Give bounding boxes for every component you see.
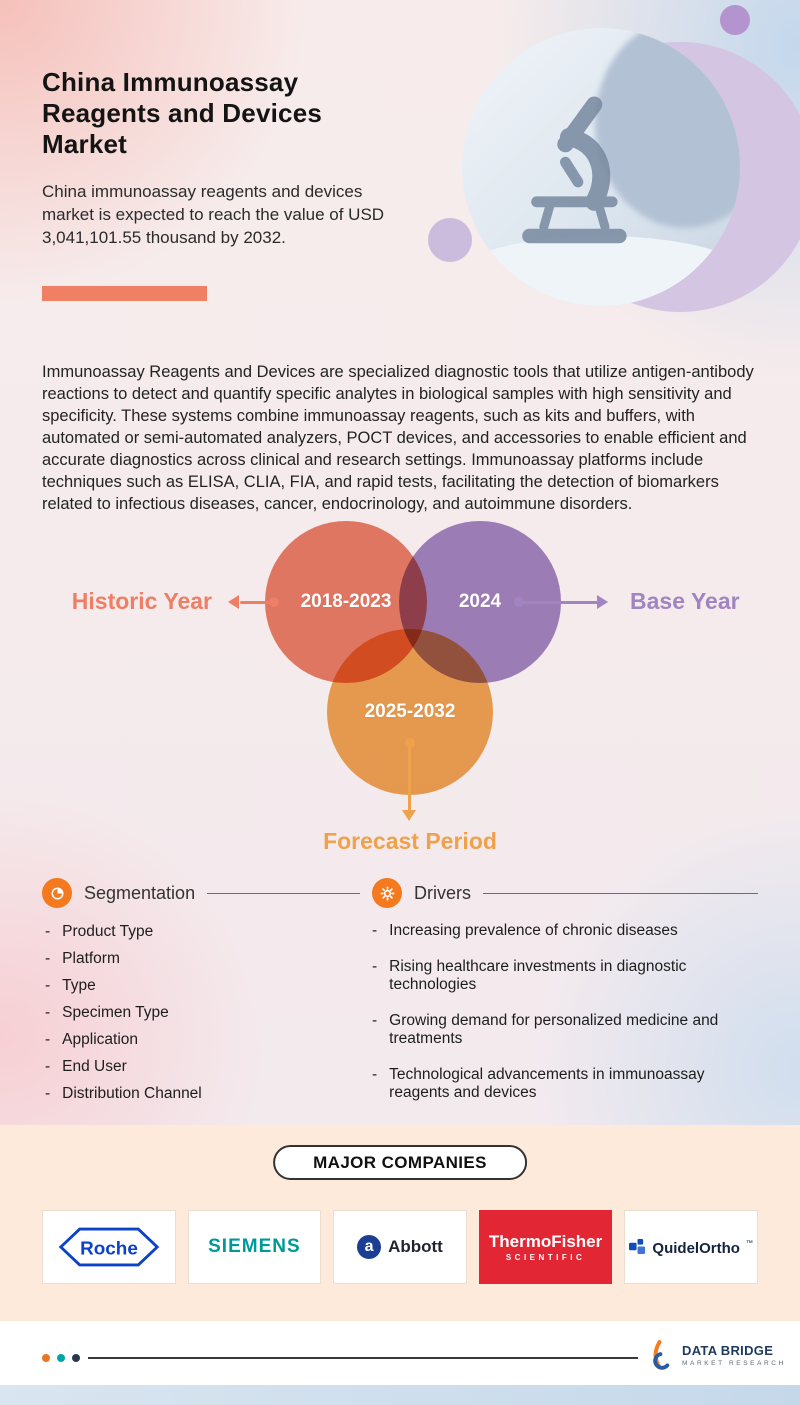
segmentation-item: Application [62,1031,138,1048]
list-item: Platform [45,949,345,968]
databridge-logo: DATA BRIDGE MARKET RESEARCH [650,1340,786,1370]
list-item: Growing demand for personalized medicine… [372,1012,758,1048]
forecast-arrow-line [408,744,411,812]
segmentation-item: Platform [62,950,120,967]
segmentation-item: Specimen Type [62,1004,169,1021]
driver-item: Rising healthcare investments in diagnos… [389,958,687,993]
segmentation-heading: Segmentation [84,882,196,903]
hero-photo-microscope [462,28,740,306]
forecast-arrow-dot [405,738,415,748]
roche-logo: Roche [58,1227,160,1267]
brand-tagline: MARKET RESEARCH [682,1360,786,1367]
driver-item: Technological advancements in immunoassa… [389,1066,705,1101]
title-line: Reagents and Devices [42,98,323,129]
driver-item: Increasing prevalence of chronic disease… [389,922,678,939]
siemens-logo: SIEMENS [208,1236,301,1257]
forecast-arrowhead-icon [402,810,416,821]
company-card-thermofisher: ThermoFisher SCIENTIFIC [478,1210,613,1284]
dot-orange [42,1354,50,1362]
historic-year-label: Historic Year [71,588,212,614]
gear-icon [372,878,402,908]
list-item: Specimen Type [45,1003,345,1022]
company-logo-row: Roche SIEMENS a Abbott ThermoFisher SCIE… [42,1210,758,1284]
scientist-silhouette [595,28,740,228]
trademark-symbol: ™ [745,1239,753,1247]
dot-navy [72,1354,80,1362]
list-item: Application [45,1030,345,1049]
base-arrowhead-icon [597,595,608,609]
databridge-icon [653,1340,670,1370]
microscope-icon [522,96,627,244]
footer-dots [42,1354,80,1362]
list-item: End User [45,1057,345,1076]
drivers-heading: Drivers [414,882,471,903]
historic-arrow-line [240,601,274,604]
base-year-label: Base Year [630,588,740,614]
segmentation-item: End User [62,1058,127,1075]
historic-arrow-dot [269,597,279,607]
list-item: Type [45,976,345,995]
quidelortho-symbol-icon [629,1238,646,1254]
historic-arrowhead-icon [228,595,239,609]
market-description: Immunoassay Reagents and Devices are spe… [42,362,754,513]
abbott-logo: a Abbott [357,1235,443,1259]
forecast-period-label: Forecast Period [323,828,497,854]
driver-item: Growing demand for personalized medicine… [389,1012,719,1047]
forecast-period-value: 2025-2032 [364,701,456,722]
company-card-roche: Roche [42,1210,176,1284]
company-card-quidelortho: QuidelOrtho ™ [624,1210,758,1284]
historic-year-value: 2018-2023 [300,591,392,612]
segmentation-section-header: Segmentation [42,878,360,908]
segmentation-item: Type [62,977,96,994]
list-item: Rising healthcare investments in diagnos… [372,958,758,994]
company-card-siemens: SIEMENS [187,1210,322,1284]
title-line: China Immunoassay [42,67,299,98]
segmentation-item: Product Type [62,923,154,940]
drivers-rule [483,892,758,894]
databridge-wordmark: DATA BRIDGE MARKET RESEARCH [682,1343,786,1367]
thermofisher-scientific-label: SCIENTIFIC [505,1252,586,1262]
deco-circle-lavender-small [428,218,472,262]
thermofisher-logo: ThermoFisher [488,1231,603,1251]
drivers-section-header: Drivers [372,878,758,908]
segmentation-item: Distribution Channel [62,1085,202,1102]
major-companies-badge: MAJOR COMPANIES [273,1145,527,1180]
accent-bar [42,286,207,301]
footer-rule [88,1357,638,1359]
quidelortho-wordmark: QuidelOrtho [652,1239,740,1257]
abbott-symbol-icon: a [357,1235,382,1259]
list-item: Technological advancements in immunoassa… [372,1066,758,1102]
lab-bench-shape [462,236,740,306]
brand-name: DATA BRIDGE [682,1343,774,1358]
base-year-value: 2024 [458,591,502,612]
company-card-abbott: a Abbott [333,1210,467,1284]
segmentation-list: Product Type Platform Type Specimen Type… [45,922,345,1111]
base-arrow-line [521,601,599,604]
quidelortho-logo: QuidelOrtho ™ [629,1238,753,1257]
drivers-list: Increasing prevalence of chronic disease… [372,922,758,1120]
page-title: China Immunoassay Reagents and Devices M… [42,67,422,160]
footer-bottom-bar [0,1385,800,1405]
pie-chart-icon [42,878,72,908]
abbott-wordmark: Abbott [388,1237,443,1256]
base-arrow-dot [514,597,524,607]
title-line: Market [42,129,128,160]
list-item: Product Type [45,922,345,941]
dot-teal [57,1354,65,1362]
deco-circle-purple-small [720,5,750,35]
list-item: Increasing prevalence of chronic disease… [372,922,758,940]
svg-text:Roche: Roche [80,1239,138,1260]
market-value-subtitle: China immunoassay reagents and devices m… [42,182,385,247]
list-item: Distribution Channel [45,1084,345,1103]
segmentation-rule [207,892,360,894]
